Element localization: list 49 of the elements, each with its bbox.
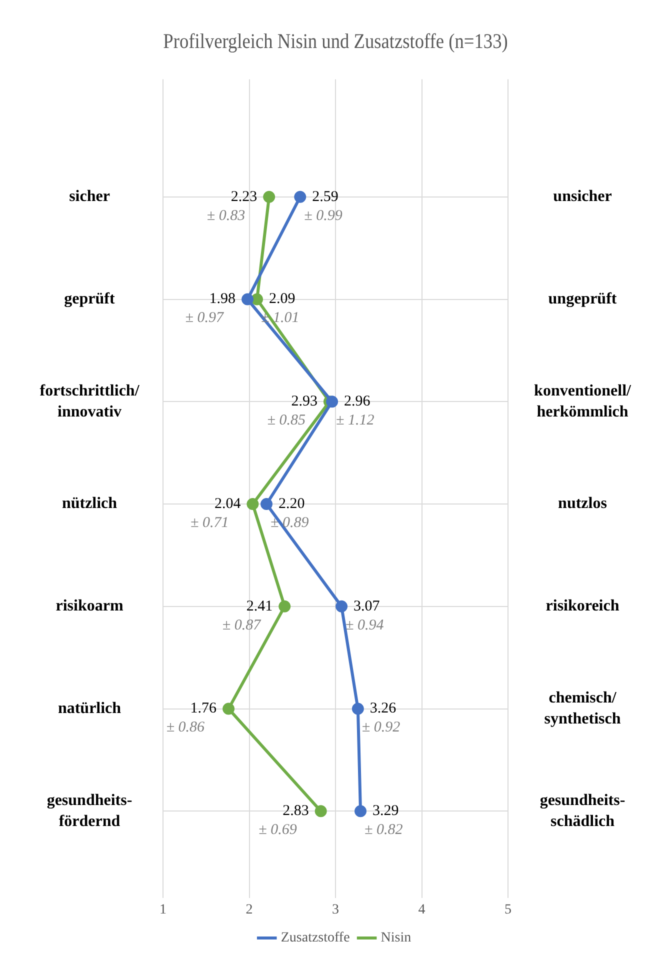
y-tick-label: nützlich: [62, 495, 118, 512]
y2-tick-label: nutzlos: [558, 495, 607, 512]
x-tick-label: 4: [418, 902, 426, 918]
data-label: 2.20 ± 0.89: [270, 496, 310, 531]
point: [251, 293, 264, 306]
y-tick-label: geprüft: [64, 290, 116, 308]
y-tick-label: risikoarm: [56, 598, 124, 615]
point: [246, 498, 259, 510]
y-tick-label: sicher: [69, 188, 110, 206]
point: [354, 805, 367, 818]
point: [294, 190, 306, 203]
point: [314, 805, 327, 818]
y2-tick-label: unsicher: [553, 188, 612, 206]
y-tick-label: fortschrittlich/ innovativ: [40, 382, 140, 420]
data-label: 2.41 ± 0.87: [222, 598, 273, 634]
y-tick-label: gesundheits- fördernd: [46, 792, 132, 830]
data-label: 1.98 ± 0.97: [185, 291, 236, 326]
y2-tick-label: chemisch/ synthetisch: [544, 689, 621, 728]
legend-label: Nisin: [380, 930, 412, 946]
data-label: 2.96 ± 1.12: [336, 394, 375, 429]
y-tick-label: natürlich: [58, 700, 122, 717]
y2-tick-label: risikoreich: [546, 598, 620, 615]
chart-title: Profilvergleich Nisin und Zusatzstoffe (n=133): [163, 30, 508, 54]
point: [278, 600, 291, 612]
y2-tick-label: gesundheits- schädlich: [540, 792, 626, 830]
data-label: 2.93 ± 0.85: [267, 394, 318, 429]
point: [263, 190, 276, 203]
data-label: 2.09 ± 1.01: [261, 291, 300, 326]
point: [326, 396, 338, 408]
data-label: 2.23 ± 0.83: [206, 188, 258, 224]
data-label: 3.07 ± 0.94: [346, 598, 384, 634]
point: [222, 702, 235, 715]
data-label: 2.04 ± 0.71: [190, 496, 242, 531]
point: [352, 702, 364, 715]
data-label: 2.83 ± 0.69: [258, 803, 309, 838]
point: [336, 600, 348, 612]
x-tick-label: 5: [504, 902, 512, 918]
data-label: 3.26 ± 0.92: [362, 700, 401, 736]
y2-tick-label: konventionell/ herkömmlich: [534, 382, 632, 420]
point: [242, 293, 254, 306]
legend-label: Zusatzstoffe: [280, 930, 350, 946]
data-label: 2.59 ± 0.99: [304, 188, 343, 224]
y2-tick-label: ungeprüft: [548, 290, 618, 308]
x-tick-label: 2: [246, 902, 253, 918]
x-tick-label: 3: [332, 902, 339, 918]
point: [260, 498, 272, 510]
data-label: 1.76 ± 0.86: [166, 700, 218, 736]
x-tick-label: 1: [160, 902, 166, 918]
data-label: 3.29 ± 0.82: [364, 803, 404, 838]
